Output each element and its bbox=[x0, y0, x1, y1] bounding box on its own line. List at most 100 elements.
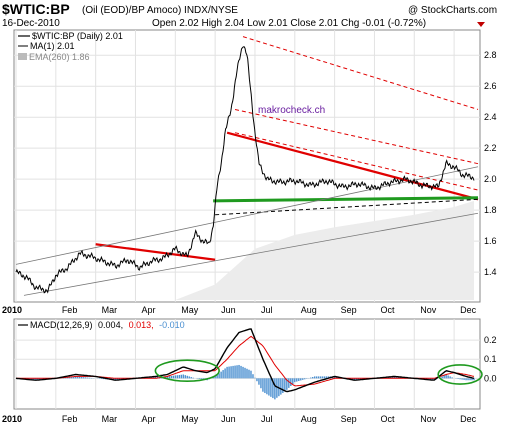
macd-histogram-bar bbox=[357, 378, 360, 380]
macd-histogram-bar bbox=[393, 376, 396, 379]
macd-legend-text: MACD(12,26,9) 0.004, 0.013, -0.010 bbox=[30, 320, 185, 330]
macd-histogram-bar bbox=[77, 376, 79, 379]
macd-histogram-bar bbox=[274, 378, 276, 400]
gray-channel-line bbox=[15, 166, 479, 265]
macd-histogram-bar bbox=[69, 376, 71, 379]
macd-histogram-bar bbox=[84, 377, 87, 379]
price-x-tick-label: Apr bbox=[141, 305, 155, 315]
macd-x-tick-label: Feb bbox=[62, 414, 78, 424]
macd-histogram-bar bbox=[212, 377, 214, 379]
macd-histogram-bar bbox=[254, 377, 256, 379]
macd-lines bbox=[15, 328, 475, 393]
macd-histogram-bar bbox=[79, 376, 81, 379]
macd-histogram-bar bbox=[300, 378, 302, 381]
macd-histogram-bar bbox=[180, 374, 182, 379]
macd-histogram-bar bbox=[178, 374, 180, 379]
macd-histogram-bar bbox=[433, 378, 435, 381]
macd-histogram-bar bbox=[150, 376, 153, 379]
macd-histogram-bar bbox=[188, 376, 190, 379]
macd-histogram-bar bbox=[296, 378, 298, 382]
macd-histogram-bar bbox=[355, 378, 358, 381]
macd-histogram-bar bbox=[395, 376, 398, 379]
macd-histogram-bar bbox=[262, 378, 264, 392]
macd-legend-label: MACD(12,26,9) bbox=[30, 320, 93, 330]
macd-histogram-bar bbox=[286, 378, 288, 390]
macd-x-tick-label: Jun bbox=[221, 414, 236, 424]
price-x-axis: 2010 Feb Mar Apr May Jun Jul Aug Sep Oct Nov Dec bbox=[2, 305, 477, 315]
macd-histogram-bar bbox=[335, 376, 338, 379]
macd-histogram-bar bbox=[469, 378, 471, 381]
macd-histogram-bar bbox=[310, 377, 312, 379]
macd-histogram-bar bbox=[327, 376, 330, 379]
macd-histogram-bar bbox=[302, 378, 304, 380]
macd-histogram-bar bbox=[284, 378, 286, 392]
price-x-tick-label: 2010 bbox=[2, 305, 22, 315]
macd-histogram-bar bbox=[156, 376, 159, 379]
macd-histogram-bar bbox=[252, 374, 254, 379]
down-arrow-icon bbox=[477, 22, 485, 27]
price-y-tick-label: 1.8 bbox=[484, 205, 497, 215]
price-x-tick-label: May bbox=[181, 305, 199, 315]
macd-histogram-bar bbox=[102, 378, 105, 380]
macd-x-tick-label: Mar bbox=[102, 414, 118, 424]
macd-histogram-bar bbox=[236, 365, 238, 379]
macd-histogram-bar bbox=[118, 378, 121, 380]
macd-histogram-bar bbox=[172, 375, 175, 379]
price-series-line bbox=[15, 46, 475, 294]
macd-histogram-bar bbox=[81, 376, 83, 379]
macd-histogram-bar bbox=[192, 377, 194, 379]
legend-ema-swatch bbox=[18, 53, 27, 60]
macd-y-tick-label: 0.2 bbox=[484, 335, 497, 345]
macd-histogram-bar bbox=[244, 367, 246, 379]
macd-histogram-bar bbox=[88, 377, 91, 379]
macd-y-tick-label: 0.1 bbox=[484, 354, 497, 364]
macd-histogram-bar bbox=[29, 378, 31, 380]
macd-histogram-bar bbox=[182, 374, 184, 379]
macd-histogram-bar bbox=[459, 378, 461, 380]
copyright-text: @ StockCharts.com bbox=[408, 5, 497, 16]
macd-x-tick-label: 2010 bbox=[2, 414, 22, 424]
macd-histogram-bar bbox=[288, 378, 290, 388]
macd-histogram-bar bbox=[114, 378, 117, 381]
macd-histogram-bar bbox=[314, 376, 316, 379]
legend-ema: EMA(260) 1.86 bbox=[29, 52, 90, 62]
macd-x-tick-label: Sep bbox=[341, 414, 357, 424]
macd-legend-signal: 0.013, bbox=[129, 320, 154, 330]
macd-histogram-bar bbox=[429, 378, 431, 380]
macd-histogram-bar bbox=[220, 371, 222, 379]
macd-histogram-bar bbox=[234, 365, 236, 379]
macd-histogram-bar bbox=[166, 376, 169, 379]
macd-histogram-bar bbox=[294, 378, 296, 383]
macd-histogram-bar bbox=[218, 373, 220, 379]
macd-panel bbox=[13, 318, 481, 410]
price-y-tick-label: 2.8 bbox=[484, 50, 497, 60]
macd-histogram-bar bbox=[116, 378, 119, 381]
price-x-tick-label: Oct bbox=[380, 305, 395, 315]
price-x-tick-label: Mar bbox=[102, 305, 118, 315]
macd-histogram-bar bbox=[447, 375, 449, 379]
macd-histogram-bar bbox=[31, 378, 33, 380]
macd-legend-hist: -0.010 bbox=[159, 320, 185, 330]
macd-histogram-bar bbox=[282, 378, 284, 393]
gray-channel-line bbox=[23, 212, 479, 296]
price-annotations bbox=[15, 36, 479, 296]
date-text: 16-Dec-2010 bbox=[2, 18, 60, 29]
green-highlight-ellipse bbox=[437, 364, 483, 385]
macd-line bbox=[15, 328, 475, 393]
macd-histogram-bar bbox=[298, 378, 300, 382]
macd-histogram-bar bbox=[292, 378, 294, 385]
macd-histogram-bar bbox=[73, 376, 75, 379]
macd-histogram-bar bbox=[37, 378, 39, 381]
macd-histogram-bar bbox=[86, 377, 89, 379]
macd-histogram-bar bbox=[152, 376, 155, 379]
macd-histogram-bar bbox=[256, 378, 258, 382]
macd-histogram-bar bbox=[304, 378, 306, 380]
price-x-tick-label: Dec bbox=[460, 305, 477, 315]
macd-histogram-bar bbox=[258, 378, 260, 385]
black-dashed-line bbox=[215, 198, 479, 216]
macd-histogram-bar bbox=[290, 378, 292, 386]
macd-histogram-bar bbox=[216, 374, 218, 379]
macd-histogram-bar bbox=[264, 378, 266, 393]
price-y-tick-label: 2.0 bbox=[484, 174, 497, 184]
macd-histogram-bar bbox=[276, 378, 278, 398]
